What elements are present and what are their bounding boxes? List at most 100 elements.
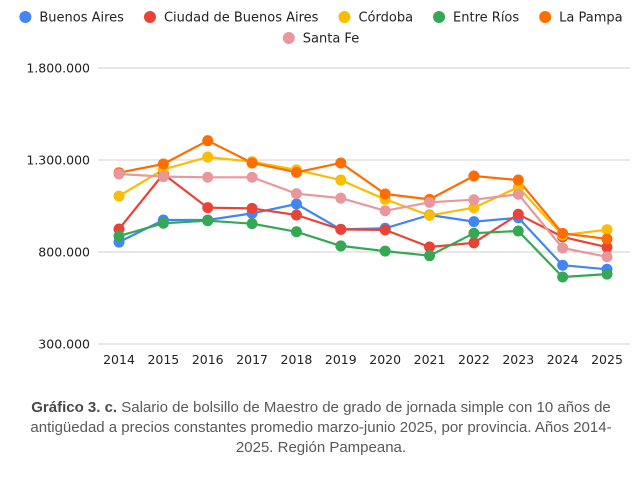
gridlines (98, 67, 630, 345)
legend-item[interactable]: Entre Ríos (433, 11, 519, 26)
data-point[interactable] (157, 171, 169, 183)
legend-marker-icon (19, 11, 32, 23)
data-point[interactable] (468, 194, 480, 206)
data-point[interactable] (512, 188, 524, 200)
x-tick-label: 2022 (458, 352, 490, 367)
legend-label: Entre Ríos (453, 11, 519, 26)
series-line (118, 156, 608, 237)
data-point[interactable] (290, 226, 302, 238)
data-point[interactable] (113, 230, 125, 242)
data-point[interactable] (290, 209, 302, 221)
data-point[interactable] (512, 225, 524, 237)
x-tick-label: 2016 (192, 352, 224, 367)
data-point[interactable] (601, 268, 613, 280)
data-point[interactable] (113, 168, 125, 180)
data-point[interactable] (601, 224, 613, 236)
data-point[interactable] (202, 135, 214, 147)
legend-label: Córdoba (358, 11, 413, 26)
data-point[interactable] (512, 174, 524, 186)
data-point[interactable] (468, 237, 480, 249)
legend-label: La Pampa (559, 11, 622, 26)
data-point[interactable] (601, 251, 613, 263)
data-point[interactable] (424, 250, 436, 262)
data-point[interactable] (557, 227, 569, 239)
x-tick-label: 2023 (502, 352, 534, 367)
data-point[interactable] (379, 205, 391, 217)
y-tick-label: 300.000 (38, 337, 90, 352)
data-point[interactable] (157, 217, 169, 229)
legend-item[interactable]: Córdoba (338, 11, 413, 26)
x-tick-label: 2014 (103, 352, 135, 367)
data-point[interactable] (512, 208, 524, 220)
line-chart: Buenos Aires Ciudad de Buenos Aires Córdob… (19, 11, 630, 367)
data-point[interactable] (468, 227, 480, 239)
x-tick-label: 2018 (281, 352, 313, 367)
series-line (118, 172, 608, 249)
y-axis: 300.000 800.000 1.300.000 1.800.000 (26, 61, 90, 352)
data-point[interactable] (335, 174, 347, 186)
legend-marker-icon (143, 11, 156, 23)
data-point[interactable] (424, 196, 436, 208)
data-point[interactable] (601, 233, 613, 245)
y-tick-label: 800.000 (38, 245, 90, 260)
y-tick-label: 1.300.000 (26, 153, 90, 168)
legend-label: Santa Fe (303, 32, 359, 47)
x-tick-label: 2015 (147, 352, 179, 367)
x-tick-label: 2021 (414, 352, 446, 367)
series-points (113, 135, 613, 283)
series-line (118, 139, 608, 240)
x-tick-label: 2019 (325, 352, 357, 367)
legend-label: Ciudad de Buenos Aires (164, 11, 319, 26)
data-point[interactable] (202, 171, 214, 183)
data-point[interactable] (557, 259, 569, 271)
legend-marker-icon (282, 32, 295, 44)
legend-marker-icon (433, 11, 446, 23)
data-point[interactable] (202, 215, 214, 227)
data-point[interactable] (290, 198, 302, 210)
x-tick-label: 2017 (236, 352, 268, 367)
x-axis: 2014 2015 2016 2017 2018 2019 2020 2021 2022 2023… (103, 352, 623, 367)
data-point[interactable] (424, 209, 436, 221)
data-point[interactable] (335, 223, 347, 235)
series-line (118, 219, 608, 279)
figure-caption: Gráfico 3. c. Salario de bolsillo de Mae… (20, 398, 622, 458)
data-point[interactable] (335, 240, 347, 252)
legend-item[interactable]: Santa Fe (282, 32, 359, 47)
legend-item[interactable]: Buenos Aires (19, 11, 124, 26)
caption-text: Salario de bolsillo de Maestro de grado … (30, 399, 612, 456)
data-point[interactable] (246, 157, 258, 169)
data-point[interactable] (202, 202, 214, 214)
data-point[interactable] (379, 245, 391, 257)
data-point[interactable] (290, 166, 302, 178)
series-line (118, 172, 608, 258)
data-point[interactable] (290, 188, 302, 200)
data-point[interactable] (335, 157, 347, 169)
data-point[interactable] (379, 224, 391, 236)
data-point[interactable] (246, 218, 258, 230)
data-point[interactable] (557, 242, 569, 254)
data-point[interactable] (468, 170, 480, 182)
y-tick-label: 1.800.000 (26, 61, 90, 76)
data-point[interactable] (246, 202, 258, 214)
legend-label: Buenos Aires (39, 11, 124, 26)
data-point[interactable] (379, 188, 391, 200)
data-point[interactable] (601, 241, 613, 253)
series-lines (118, 139, 608, 279)
legend-item[interactable]: La Pampa (539, 11, 623, 26)
data-point[interactable] (113, 190, 125, 202)
x-tick-label: 2020 (369, 352, 401, 367)
data-point[interactable] (335, 192, 347, 204)
data-point[interactable] (157, 158, 169, 170)
data-point[interactable] (424, 241, 436, 253)
caption-label: Gráfico 3. c. (31, 399, 118, 416)
data-point[interactable] (202, 151, 214, 163)
legend: Buenos Aires Ciudad de Buenos Aires Córdob… (19, 11, 623, 47)
legend-marker-icon (338, 11, 351, 23)
data-point[interactable] (468, 216, 480, 228)
data-point[interactable] (557, 271, 569, 283)
legend-item[interactable]: Ciudad de Buenos Aires (143, 11, 319, 26)
data-point[interactable] (246, 171, 258, 183)
x-tick-label: 2025 (591, 352, 623, 367)
x-tick-label: 2024 (547, 352, 579, 367)
data-point[interactable] (468, 202, 480, 214)
